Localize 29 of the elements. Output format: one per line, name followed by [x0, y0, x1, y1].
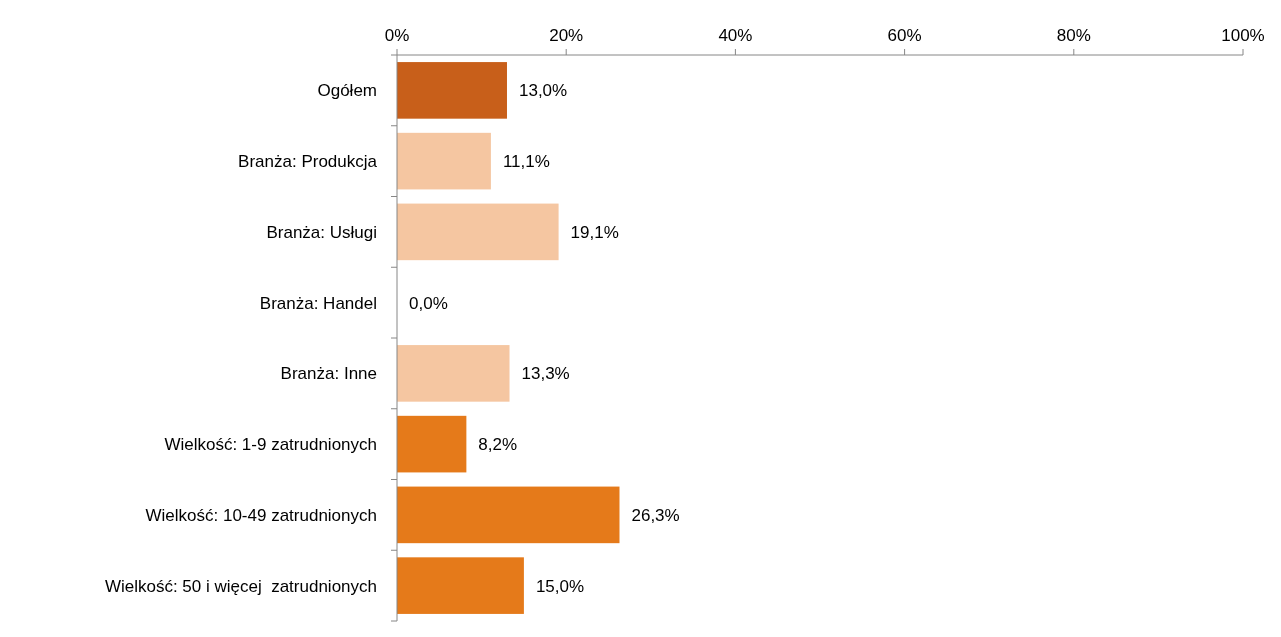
data-label: 13,0% — [518, 81, 568, 101]
bar — [397, 62, 507, 119]
data-label: 15,0% — [535, 576, 585, 596]
x-tick-label: 20% — [549, 26, 584, 45]
x-tick-label: 0% — [384, 26, 410, 45]
y-tick-label: Ogółem — [317, 81, 377, 101]
bar — [397, 132, 491, 190]
y-tick-label: Branża: Produkcja — [238, 152, 378, 172]
data-label: 8,2% — [478, 435, 518, 455]
y-tick-label: Branża: Inne — [280, 364, 377, 384]
x-tick-label: 100% — [1221, 26, 1265, 45]
y-tick-label: Branża: Handel — [259, 293, 377, 313]
data-label: 0,0% — [409, 293, 448, 313]
data-label: 19,1% — [570, 222, 619, 242]
bar — [397, 203, 559, 261]
x-tick-label: 40% — [718, 26, 753, 45]
bar — [397, 415, 467, 473]
x-tick-label: 60% — [887, 26, 922, 45]
bar — [397, 486, 620, 544]
bar — [397, 345, 510, 402]
y-tick-label: Wielkość: 50 i więcej zatrudnionych — [104, 576, 377, 596]
y-tick-label: Branża: Usługi — [266, 222, 377, 242]
data-label: 13,3% — [521, 364, 570, 384]
data-label: 26,3% — [631, 505, 680, 525]
x-tick-label: 80% — [1056, 26, 1091, 45]
bar — [397, 557, 524, 614]
data-label: 11,1% — [502, 152, 550, 172]
y-tick-label: Wielkość: 10-49 zatrudnionych — [145, 505, 377, 525]
y-tick-label: Wielkość: 1-9 zatrudnionych — [164, 435, 377, 455]
